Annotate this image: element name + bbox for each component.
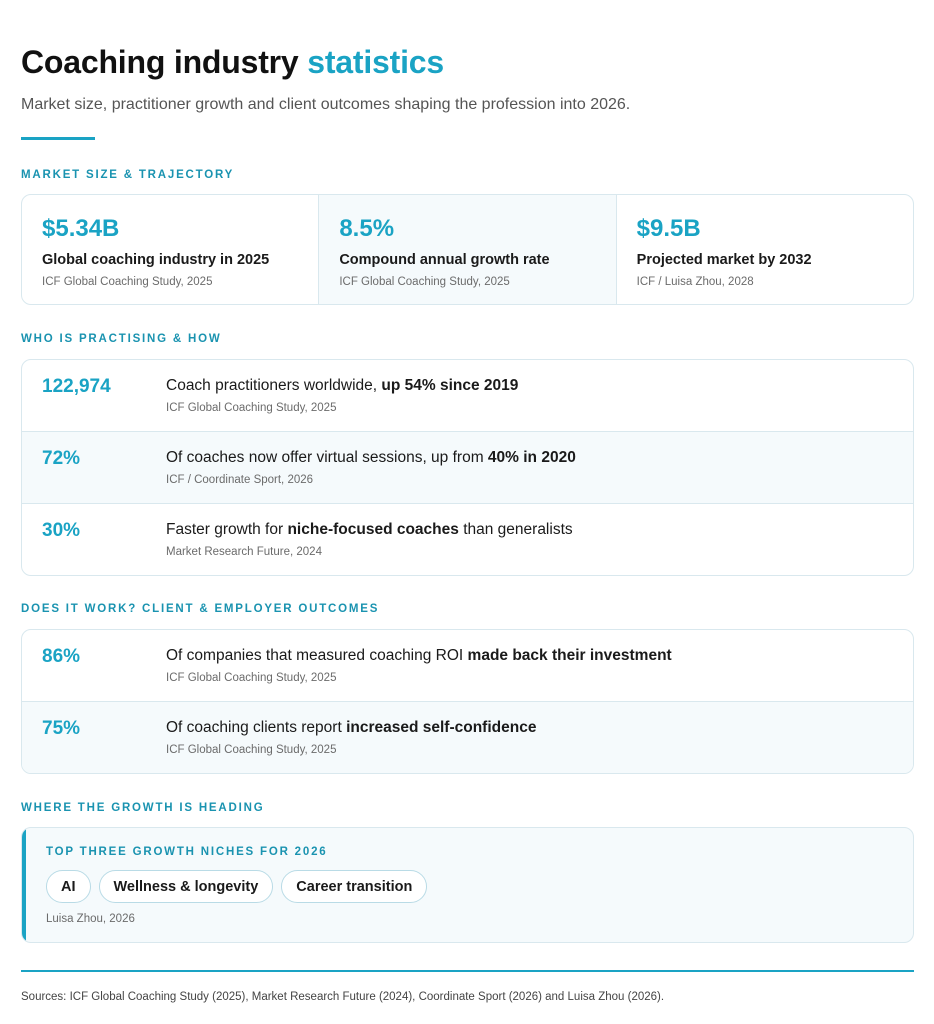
stat-source: ICF Global Coaching Study, 2025 (166, 402, 337, 414)
metric-source: ICF Global Coaching Study, 2025 (42, 276, 213, 288)
practising-card: 122,974 Coach practitioners worldwide, u… (21, 359, 914, 576)
stat-text: Of coaching clients report increased sel… (166, 719, 536, 737)
stat-text: Of companies that measured coaching ROI … (166, 647, 672, 665)
metric-source: ICF Global Coaching Study, 2025 (339, 276, 510, 288)
stat-row-niche-growth: 30% Faster growth for niche-focused coac… (22, 504, 913, 575)
stat-row-roi: 86% Of companies that measured coaching … (22, 630, 913, 702)
footer-divider (21, 970, 914, 972)
callout-accent-bar (22, 828, 26, 942)
stat-text-highlight: niche-focused coaches (287, 521, 459, 538)
market-card: $5.34B Global coaching industry in 2025 … (21, 194, 914, 305)
metric-label: Compound annual growth rate (339, 252, 550, 268)
stat-row-virtual-sessions: 72% Of coaches now offer virtual session… (22, 432, 913, 504)
outcomes-card: 86% Of companies that measured coaching … (21, 629, 914, 774)
metric-value: $5.34B (42, 215, 120, 242)
stat-text-pre: Of coaches now offer virtual sessions, u… (166, 449, 488, 466)
stat-value: 30% (42, 520, 81, 541)
title-main: Coaching industry (21, 44, 299, 80)
stat-text: Faster growth for niche-focused coaches … (166, 521, 573, 539)
stat-text-highlight: 40% in 2020 (487, 449, 576, 466)
stat-text-highlight: increased self-confidence (346, 719, 537, 736)
stat-source: Market Research Future, 2024 (166, 546, 322, 558)
chip-wellness-longevity[interactable]: Wellness & longevity (98, 870, 274, 903)
metric-label: Global coaching industry in 2025 (42, 252, 270, 268)
niche-chips: AI Wellness & longevity Career transitio… (46, 870, 428, 903)
metric-cagr: 8.5% Compound annual growth rate ICF Glo… (319, 195, 617, 304)
stat-text-highlight: made back their investment (467, 647, 672, 664)
stat-text-pre: Of companies that measured coaching ROI (166, 647, 468, 664)
stat-text-pre: Coach practitioners worldwide, (166, 377, 382, 394)
stat-text: Of coaches now offer virtual sessions, u… (166, 449, 576, 467)
stat-source: ICF Global Coaching Study, 2025 (166, 744, 337, 756)
growth-callout: TOP THREE GROWTH NICHES FOR 2026 AI Well… (21, 827, 914, 943)
section-label-outcomes: DOES IT WORK? CLIENT & EMPLOYER OUTCOMES (21, 603, 380, 615)
stat-source: ICF / Coordinate Sport, 2026 (166, 474, 314, 486)
stat-row-self-confidence: 75% Of coaching clients report increased… (22, 702, 913, 773)
section-label-market: MARKET SIZE & TRAJECTORY (21, 169, 235, 181)
page-title: Coaching industry statistics (21, 44, 444, 81)
page-subtitle: Market size, practitioner growth and cli… (21, 96, 631, 113)
stat-text-pre: Of coaching clients report (166, 719, 347, 736)
metric-industry-size: $5.34B Global coaching industry in 2025 … (22, 195, 320, 304)
stat-source: ICF Global Coaching Study, 2025 (166, 672, 337, 684)
footer-sources: Sources: ICF Global Coaching Study (2025… (21, 991, 665, 1003)
metric-label: Projected market by 2032 (636, 252, 812, 268)
section-label-practising: WHO IS PRACTISING & HOW (21, 333, 222, 345)
metric-projected-market: $9.5B Projected market by 2032 ICF / Lui… (617, 195, 913, 304)
chip-career-transition[interactable]: Career transition (281, 870, 428, 903)
title-accent: statistics (307, 44, 444, 80)
stat-text: Coach practitioners worldwide, up 54% si… (166, 377, 518, 395)
chip-ai[interactable]: AI (46, 870, 91, 903)
metric-value: 8.5% (339, 215, 395, 242)
callout-label: TOP THREE GROWTH NICHES FOR 2026 (46, 846, 328, 858)
stat-text-highlight: up 54% since 2019 (381, 377, 519, 394)
title-underline (21, 137, 95, 140)
stat-value: 72% (42, 448, 81, 469)
stat-text-post: than generalists (458, 521, 573, 538)
stat-value: 75% (42, 718, 81, 739)
stat-row-practitioners: 122,974 Coach practitioners worldwide, u… (22, 360, 913, 432)
section-label-growth: WHERE THE GROWTH IS HEADING (21, 802, 265, 814)
stat-text-pre: Faster growth for (166, 521, 288, 538)
metric-value: $9.5B (636, 215, 701, 242)
metric-source: ICF / Luisa Zhou, 2028 (636, 276, 754, 288)
callout-source: Luisa Zhou, 2026 (46, 913, 135, 925)
stat-value: 122,974 (42, 376, 111, 397)
stat-value: 86% (42, 646, 81, 667)
